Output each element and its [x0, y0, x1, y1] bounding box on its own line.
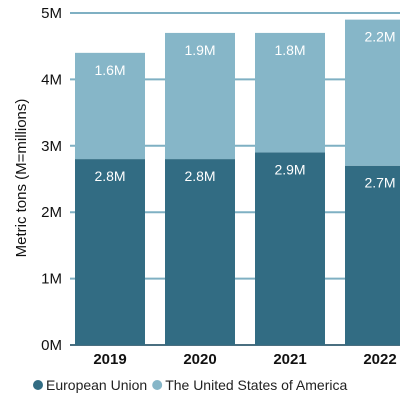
- legend-marker: [33, 380, 43, 390]
- legend: European Union The United States of Ameri…: [33, 377, 347, 393]
- bar-segment: [165, 32, 235, 160]
- bar-segment: [75, 159, 145, 345]
- bars: 2.8M 1.6M 2.8M 1.9M 2.9M 1.8M 2.7M 2.2M: [75, 19, 400, 345]
- x-tick-label: 2021: [273, 351, 306, 368]
- y-tick-label: 0M: [41, 337, 62, 354]
- data-label: 2.7M: [364, 175, 395, 191]
- legend-label: The United States of America: [165, 377, 347, 393]
- y-axis: 0M 1M 2M 3M 4M 5M: [41, 5, 62, 354]
- data-label: 2.2M: [364, 29, 395, 45]
- bar-segment: [255, 32, 325, 153]
- data-label: 1.8M: [274, 42, 305, 58]
- data-label: 2.8M: [184, 168, 215, 184]
- y-tick-label: 2M: [41, 204, 62, 221]
- bar-segment: [255, 152, 325, 345]
- y-tick-label: 5M: [41, 5, 62, 22]
- data-label: 2.9M: [274, 161, 305, 177]
- legend-label: European Union: [46, 377, 147, 393]
- x-axis: 2019 2020 2021 2022: [93, 351, 396, 368]
- bar-segment: [75, 52, 145, 160]
- y-tick-label: 1M: [41, 271, 62, 288]
- y-tick-label: 3M: [41, 138, 62, 155]
- bar-segment: [345, 19, 400, 166]
- data-label: 1.9M: [184, 42, 215, 58]
- y-axis-label: Metric tons (M=millions): [13, 99, 30, 258]
- x-tick-label: 2020: [183, 351, 216, 368]
- legend-marker: [152, 380, 163, 390]
- bar-segment: [345, 165, 400, 345]
- y-tick-label: 4M: [41, 71, 62, 88]
- x-tick-label: 2022: [363, 351, 396, 368]
- bar-segment: [165, 159, 235, 345]
- data-label: 1.6M: [94, 62, 125, 78]
- data-label: 2.8M: [94, 168, 125, 184]
- x-tick-label: 2019: [93, 351, 126, 368]
